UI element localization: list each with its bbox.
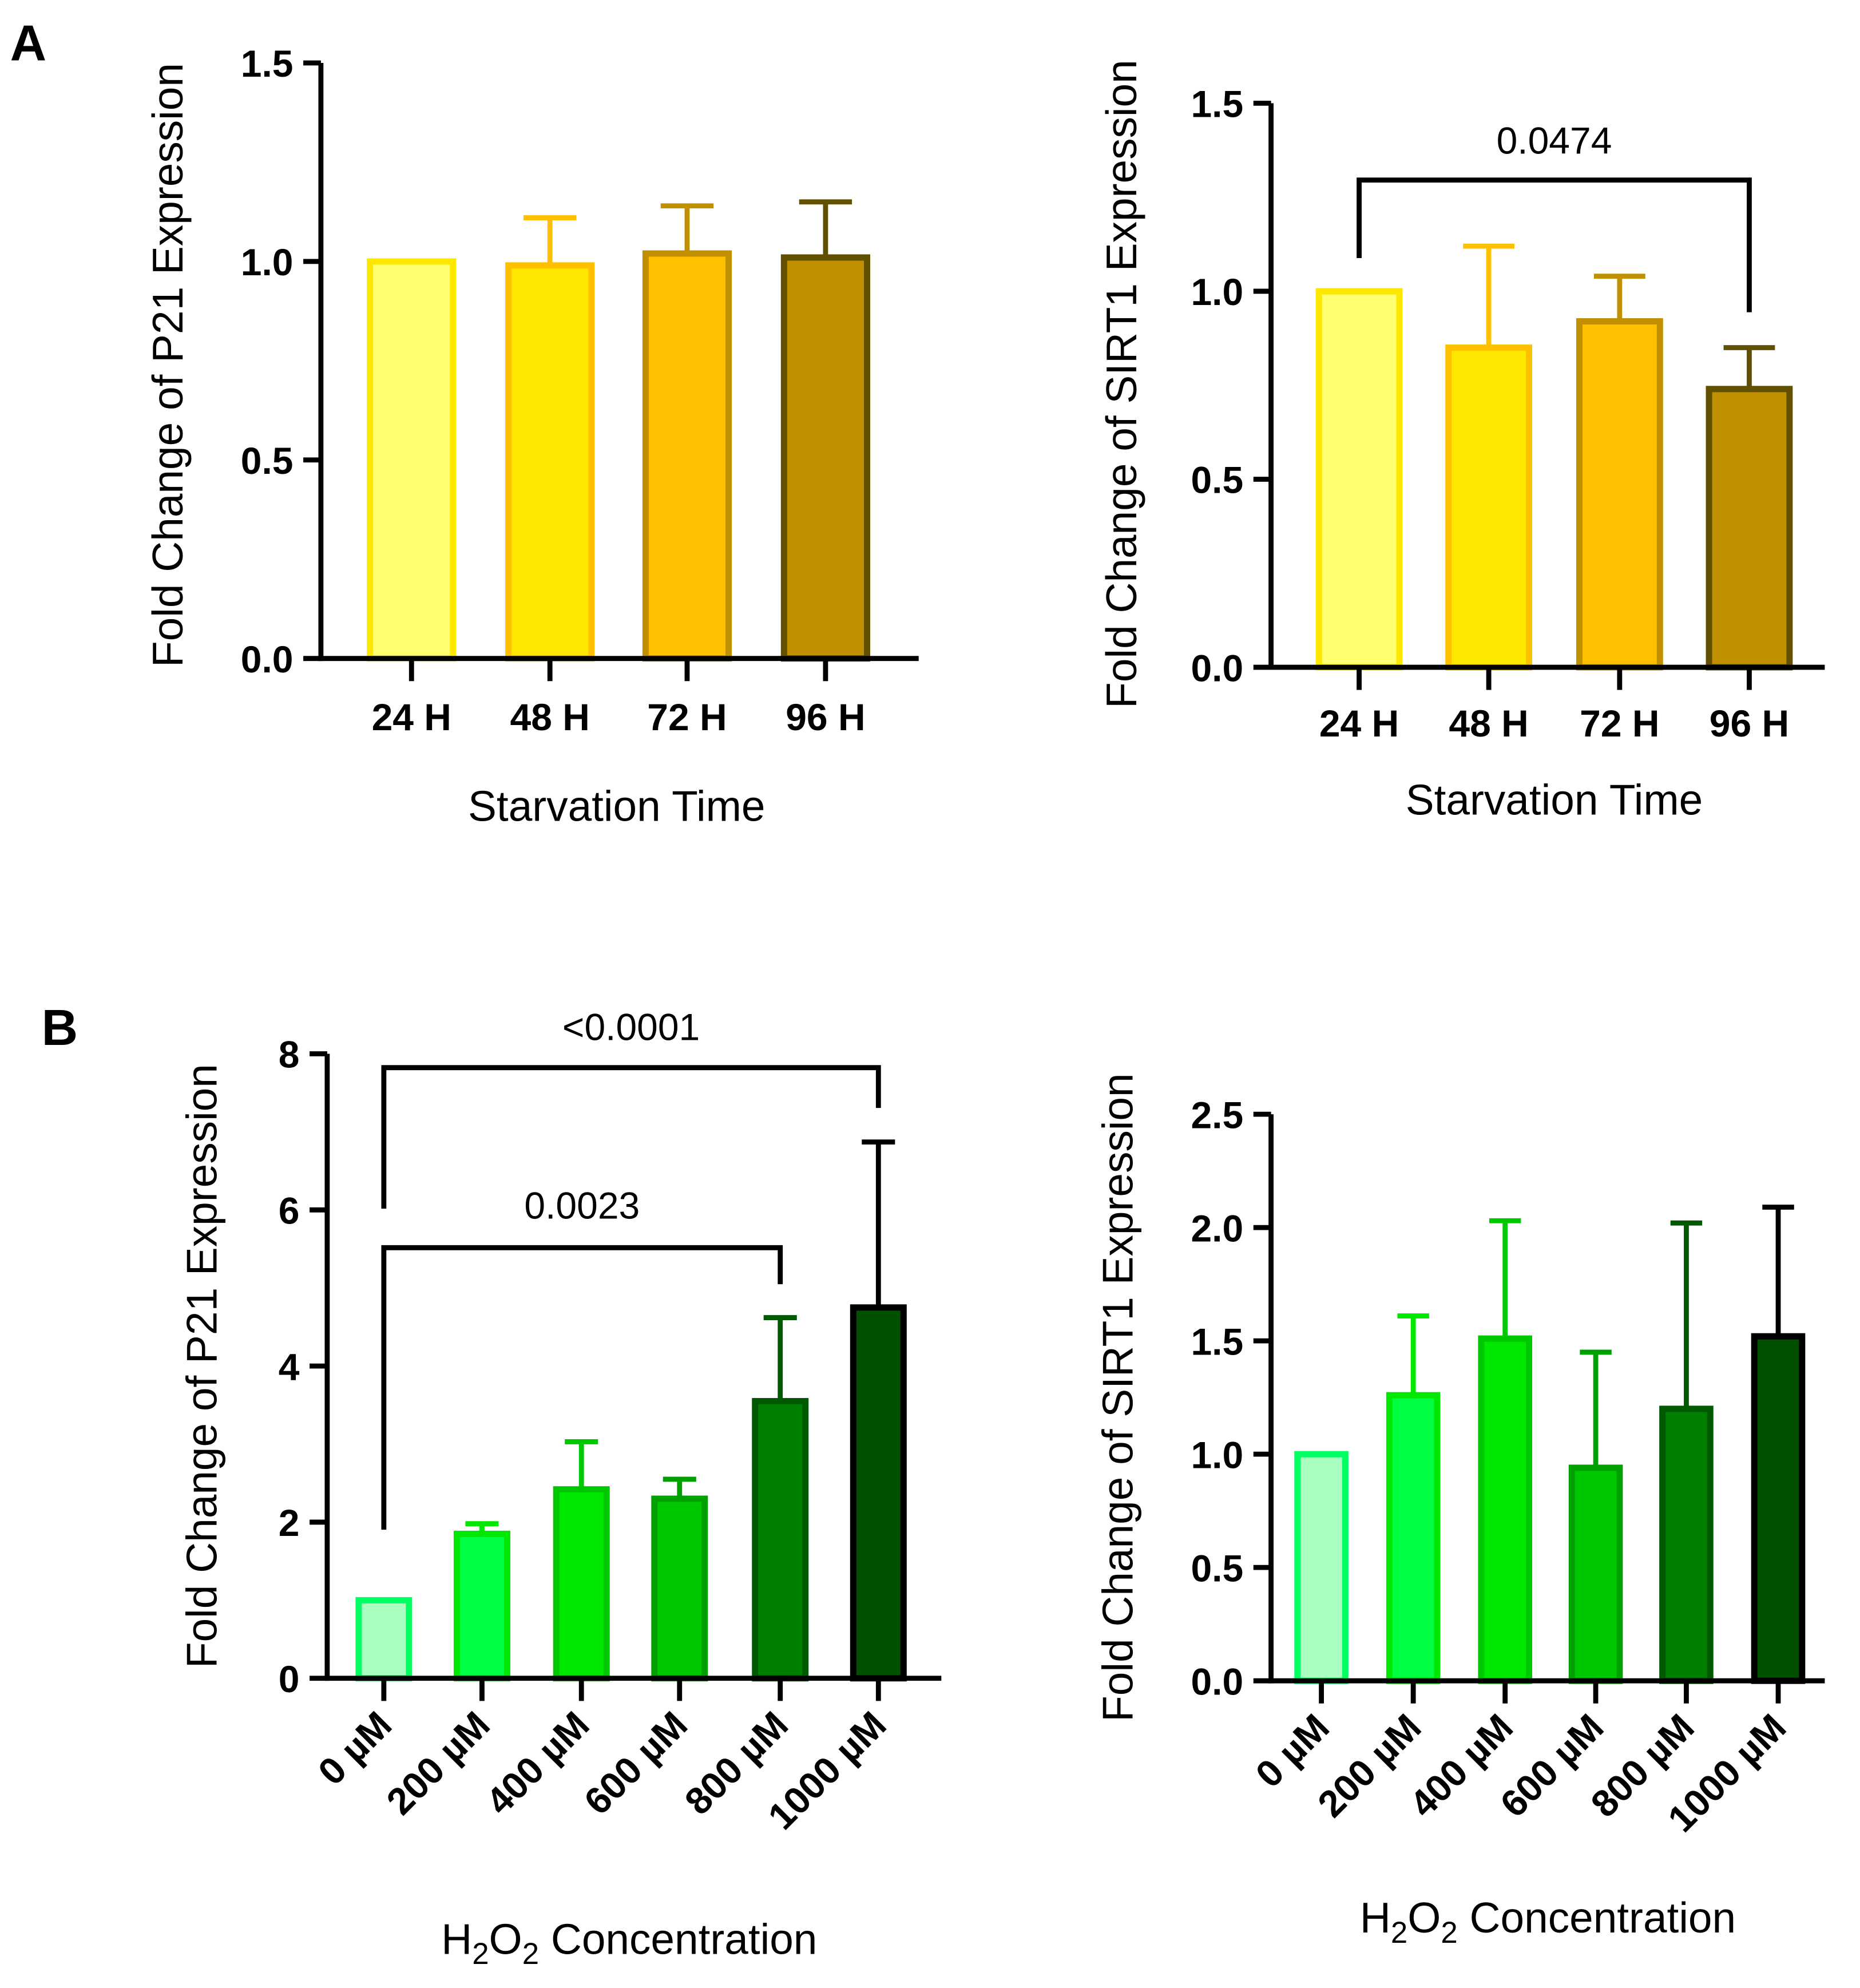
x-tick-label: 96 H [786, 696, 865, 738]
y-tick-label: 0.5 [241, 439, 294, 482]
p-value-label: 0.0474 [1497, 119, 1612, 161]
y-axis-label: Fold Change of SIRT1 Expression [1097, 60, 1145, 708]
panel-label-b: B [42, 999, 78, 1056]
x-tick-label: 200 µM [1310, 1706, 1429, 1825]
x-tick-label: 200 µM [378, 1703, 498, 1823]
bar [1576, 318, 1663, 671]
chart-1: 0.0 0.5 1.0 1.5 24 H 48 H 72 H 96 H Starvation T… [144, 42, 919, 830]
x-tick-label: 48 H [510, 696, 590, 738]
x-tick-label: 24 H [372, 696, 451, 738]
p-value-label: <0.0001 [562, 1005, 700, 1048]
y-tick-label: 8 [279, 1033, 300, 1076]
x-tick-label: 600 µM [576, 1703, 695, 1823]
bar [850, 1304, 907, 1682]
bar [1568, 1464, 1623, 1684]
y-tick-label: 2.0 [1191, 1207, 1243, 1249]
bar [367, 258, 457, 662]
bar [780, 254, 871, 662]
y-tick-label: 1.5 [241, 42, 294, 85]
y-tick-label: 4 [279, 1345, 300, 1388]
bar [1315, 288, 1403, 671]
bar [1659, 1405, 1714, 1684]
y-axis-label: Fold Change of SIRT1 Expression [1094, 1073, 1142, 1722]
panel-label-a: A [10, 15, 47, 72]
bar [1386, 1392, 1441, 1684]
x-tick-label: 0 µM [310, 1703, 399, 1793]
p-value-label: 0.0023 [524, 1185, 640, 1227]
y-tick-label: 1.0 [241, 241, 294, 283]
x-axis-label: Starvation Time [1406, 775, 1703, 823]
significance-bracket [1357, 177, 1752, 312]
bar [505, 262, 595, 662]
x-tick-label: 400 µM [1401, 1706, 1521, 1825]
bar [642, 250, 732, 662]
x-tick-label: 72 H [1580, 702, 1659, 744]
bar [1751, 1333, 1806, 1684]
bar [1445, 344, 1533, 671]
y-axis-label: Fold Change of P21 Expression [144, 63, 192, 667]
y-tick-label: 2.5 [1191, 1094, 1243, 1136]
y-tick-label: 0 [279, 1658, 300, 1700]
bar [553, 1486, 610, 1682]
bar [355, 1597, 413, 1682]
y-tick-label: 0.5 [1191, 459, 1243, 501]
x-axis-label: Starvation Time [468, 782, 765, 830]
bar [651, 1495, 708, 1682]
bar [453, 1530, 510, 1682]
x-tick-label: 24 H [1319, 702, 1399, 744]
x-tick-label: 72 H [647, 696, 727, 738]
significance-bracket [381, 1245, 783, 1530]
y-tick-label: 0.0 [1191, 1660, 1243, 1702]
x-tick-label: 48 H [1449, 702, 1528, 744]
bar [1478, 1335, 1533, 1684]
bar [1706, 386, 1793, 671]
x-axis-label: H2O2 Concentration [441, 1915, 817, 1971]
y-tick-label: 6 [279, 1190, 300, 1232]
y-tick-label: 2 [279, 1502, 300, 1544]
x-axis-label: H2O2 Concentration [1360, 1894, 1736, 1950]
significance-bracket [381, 1065, 881, 1209]
y-tick-label: 1.5 [1191, 83, 1243, 125]
y-tick-label: 1.5 [1191, 1320, 1243, 1363]
x-tick-label: 400 µM [478, 1703, 597, 1823]
y-tick-label: 1.0 [1191, 1433, 1243, 1476]
bar [752, 1398, 809, 1682]
x-tick-label: 600 µM [1492, 1706, 1612, 1825]
y-axis-label: Fold Change of P21 Expression [177, 1064, 225, 1668]
y-tick-label: 0.5 [1191, 1547, 1243, 1589]
y-tick-label: 1.0 [1191, 271, 1243, 313]
y-tick-label: 0.0 [241, 638, 294, 680]
x-tick-label: 96 H [1710, 702, 1789, 744]
bar [1294, 1451, 1349, 1684]
y-tick-label: 0.0 [1191, 647, 1243, 689]
